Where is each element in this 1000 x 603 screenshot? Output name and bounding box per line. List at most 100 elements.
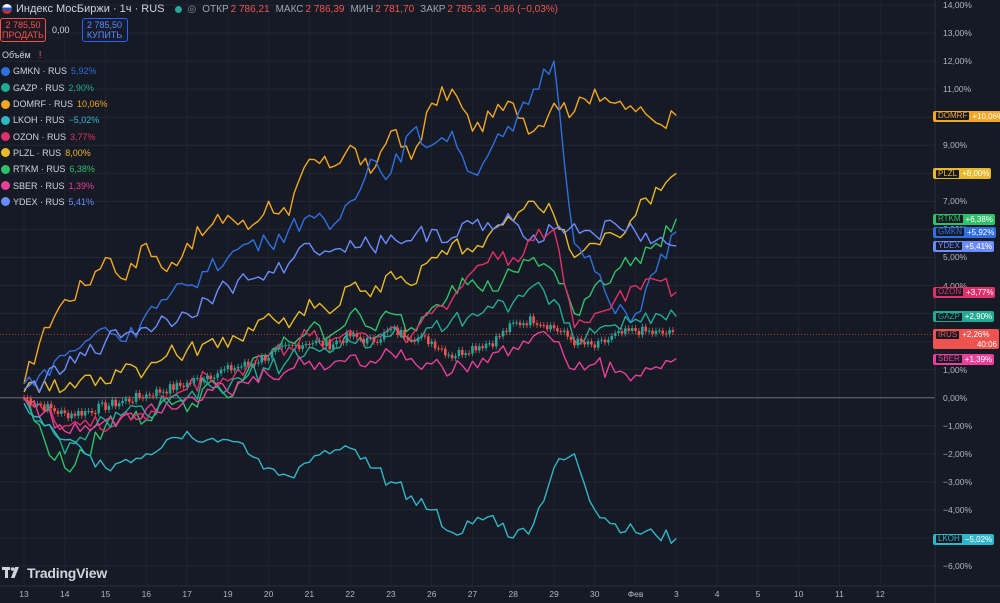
price-label-sber[interactable]: SBER +1,39% [933,353,995,365]
candle-body [202,379,206,382]
symbol-title[interactable]: Индекс МосБиржи · 1ч · RUS [16,3,165,15]
spread-value: 0,00 [52,25,70,35]
legend-item-lkoh[interactable]: LKOH · RUS −5,02% [0,112,108,128]
candle-body [607,339,610,343]
candle-body [569,336,573,341]
legend-value: 1,39% [68,180,95,191]
price-label-lkoh[interactable]: LKOH −5,02% [933,533,995,545]
buy-button[interactable]: 2 785,50 КУПИТЬ [81,18,128,42]
price-label-gazp[interactable]: GAZP +2,90% [933,311,995,323]
sell-label: ПРОДАТЬ [2,30,44,40]
candle-body [304,343,308,346]
legend-item-sber[interactable]: SBER · RUS 1,39% [0,177,108,193]
price-label-gmkn[interactable]: GMKN +5,92% [933,226,997,238]
candle-body [562,330,566,332]
candle-body [331,344,335,350]
candle-body [192,378,196,384]
candle-body [590,341,593,345]
price-label-value: +1,39% [964,354,993,364]
legend-item-plzl[interactable]: PLZL · RUS 8,00% [0,145,108,161]
candle-body [345,332,349,343]
x-tick-label: 30 [590,589,600,599]
volume-row[interactable]: Объём ! [0,47,108,63]
candle-body [311,343,315,345]
candle-body [141,397,145,399]
candle-body [467,353,471,355]
candle-body [454,356,457,359]
price-label-domrf[interactable]: DOMRF+10,06% [933,110,1000,122]
candle-body [651,330,654,334]
candle-body [36,403,39,405]
lkoh-logo-icon [1,115,10,125]
candle-body [66,412,70,419]
y-tick-label: 14,00% [943,0,972,10]
candle-body [321,340,325,346]
candle-body [114,399,118,407]
candle-body [630,328,634,331]
sell-price: 2 785,50 [5,20,41,30]
sell-button[interactable]: 2 785,50 ПРОДАТЬ [0,18,46,42]
trade-panel: 2 785,50 ПРОДАТЬ 0,00 2 785,50 КУПИТЬ [0,18,128,42]
y-tick-label: 7,00% [943,196,968,207]
series-line-ydex [23,213,677,393]
legend-symbol: OZON · RUS [13,131,66,142]
candle-body [175,382,179,390]
candle-body [107,405,111,410]
y-tick-label: −6,00% [943,561,973,571]
candle-body [617,330,620,334]
legend-item-domrf[interactable]: DOMRF · RUS 10,06% [0,96,108,112]
candle-body [576,338,580,346]
eye-icon[interactable]: ◎ [187,3,197,15]
russia-flag-icon [2,4,12,14]
price-label-ozon[interactable]: OZON +3,77% [933,286,996,298]
price-label-symbol: RTKM [935,214,964,225]
price-label-ydex[interactable]: YDEX +5,41% [933,240,995,252]
legend-item-gazp[interactable]: GAZP · RUS 2,90% [0,80,108,96]
candle-body [223,369,226,371]
legend-item-rtkm[interactable]: RTKM · RUS 6,38% [0,161,108,177]
candle-body [508,323,512,332]
candle-body [484,343,488,349]
x-tick-label: 19 [223,589,233,599]
legend-item-ozon[interactable]: OZON · RUS 3,77% [0,128,108,144]
candle-body [287,344,291,346]
candle-body [111,399,114,406]
candle-body [32,404,36,406]
legend-item-ydex[interactable]: YDEX · RUS 5,41% [0,194,108,210]
x-tick-label: 27 [467,589,478,599]
candle-body [172,384,175,390]
candle-body [488,343,491,345]
legend-item-gmkn[interactable]: GMKN · RUS 5,92% [0,63,108,79]
price-label-imoex[interactable]: IRUS +2,26% 40:06 [933,329,999,350]
series-line-gmkn [23,60,677,387]
candle-body [668,330,671,335]
y-tick-label: 5,00% [943,252,968,263]
candle-body [661,330,665,334]
price-label-rtkm[interactable]: RTKM +6,38% [933,213,995,225]
price-label-symbol: SBER [935,354,963,365]
candle-body [450,354,454,359]
legend-symbol: GMKN · RUS [13,66,67,77]
low-label: МИН [350,3,374,15]
buy-price: 2 785,50 [87,20,123,30]
candle-body [430,341,434,345]
x-tick-label: 26 [426,589,437,599]
warning-icon[interactable]: ! [38,49,42,61]
candle-body [233,368,236,371]
candle-body [49,403,53,409]
candle-body [280,345,284,347]
candle-body [379,339,383,343]
candle-body [583,341,586,345]
candle-body [420,335,423,338]
candle-body [314,340,318,344]
tradingview-logo[interactable]: TradingView [2,565,107,581]
candle-body [393,327,396,329]
candle-body [83,411,87,416]
price-label-plzl[interactable]: PLZL +8,00% [933,168,992,180]
candle-body [427,336,430,345]
candle-body [610,335,614,340]
candle-body [525,323,529,326]
candle-body [542,325,546,327]
candle-body [365,337,369,344]
